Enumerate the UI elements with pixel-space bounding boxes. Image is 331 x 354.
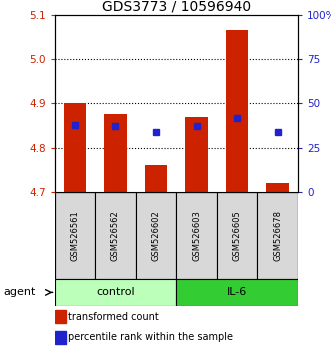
Text: IL-6: IL-6 [227,287,247,297]
Bar [55,310,66,323]
Text: control: control [96,287,135,297]
Text: GSM526678: GSM526678 [273,210,282,261]
Bar [258,192,298,279]
Text: transformed count: transformed count [68,312,159,322]
Bar [176,279,298,306]
Bar [145,165,167,192]
Bar [95,192,136,279]
Text: GSM526562: GSM526562 [111,210,120,261]
Text: GSM526603: GSM526603 [192,210,201,261]
Text: GSM526602: GSM526602 [152,210,161,261]
Text: agent: agent [3,287,36,297]
Bar [55,192,95,279]
Bar [55,331,66,344]
Bar [185,116,208,192]
Bar [176,192,217,279]
Bar [64,103,86,192]
Bar [217,192,258,279]
Bar [226,30,248,192]
Bar [55,279,176,306]
Text: percentile rank within the sample: percentile rank within the sample [68,332,233,342]
Bar [136,192,176,279]
Text: GSM526561: GSM526561 [71,210,79,261]
Bar [104,114,126,192]
Title: GDS3773 / 10596940: GDS3773 / 10596940 [102,0,251,14]
Bar [266,183,289,192]
Text: GSM526605: GSM526605 [233,210,242,261]
